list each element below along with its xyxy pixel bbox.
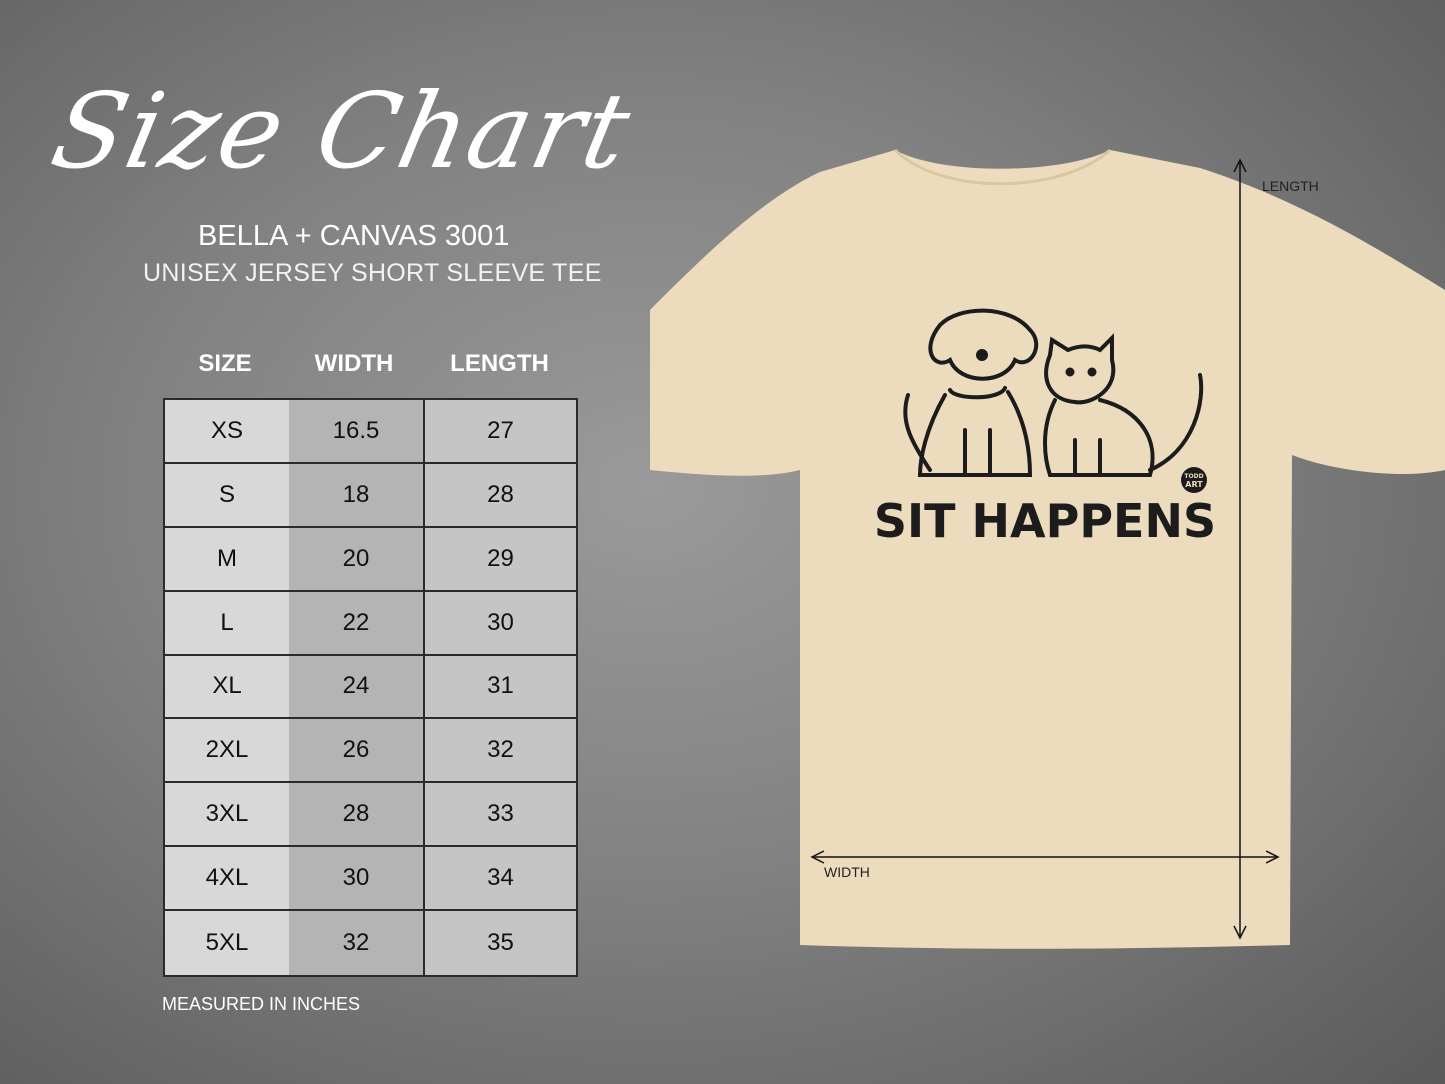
width-arrow (810, 850, 1280, 864)
cell-width: 18 (289, 463, 423, 528)
product-description: UNISEX JERSEY SHORT SLEEVE TEE (143, 259, 602, 287)
cell-size: S (165, 463, 289, 528)
cell-length: 30 (423, 591, 576, 656)
cell-size: 4XL (165, 847, 289, 912)
header-length: LENGTH (450, 350, 549, 377)
todd-art-logo: TODD ART (1181, 467, 1207, 493)
units-note: MEASURED IN INCHES (162, 994, 361, 1014)
cell-length: 27 (423, 400, 576, 464)
cell-size: 3XL (165, 783, 289, 848)
cell-length: 32 (423, 719, 576, 784)
cell-length: 31 (423, 655, 576, 720)
collar (893, 148, 1112, 186)
svg-text:TODD: TODD (1184, 473, 1203, 480)
width-label: WIDTH (824, 864, 870, 880)
cell-width: 32 (289, 911, 423, 975)
cell-size: 5XL (165, 911, 289, 975)
cell-length: 35 (423, 911, 576, 975)
cell-length: 28 (423, 463, 576, 528)
cell-width: 24 (289, 655, 423, 720)
cell-width: 20 (289, 527, 423, 592)
length-label: LENGTH (1262, 178, 1319, 194)
cell-length: 33 (423, 783, 576, 848)
header-size: SIZE (198, 350, 252, 377)
cell-width: 28 (289, 783, 423, 848)
design-text: SIT HAPPENS (874, 494, 1216, 548)
cell-width: 22 (289, 591, 423, 656)
cell-size: XS (165, 400, 289, 464)
dog-icon (903, 308, 1039, 477)
cell-size: L (165, 591, 289, 656)
cell-width: 16.5 (289, 400, 423, 464)
cell-size: M (165, 527, 289, 592)
cell-length: 29 (423, 527, 576, 592)
brand-model: BELLA + CANVAS 3001 (198, 220, 510, 252)
length-arrow (1233, 158, 1247, 940)
cell-width: 30 (289, 847, 423, 912)
tshirt-body (650, 150, 1445, 949)
header-width: WIDTH (314, 350, 394, 377)
cell-size: 2XL (165, 719, 289, 784)
cat-icon (1043, 333, 1204, 477)
cell-size: XL (165, 655, 289, 720)
svg-text:ART: ART (1185, 480, 1203, 489)
size-table: XS 16.5 27 S 18 28 M 20 29 L 22 30 XL 24 31 2XL 26 32 3XL 2… (163, 398, 578, 977)
cell-width: 26 (289, 719, 423, 784)
cell-length: 34 (423, 847, 576, 912)
